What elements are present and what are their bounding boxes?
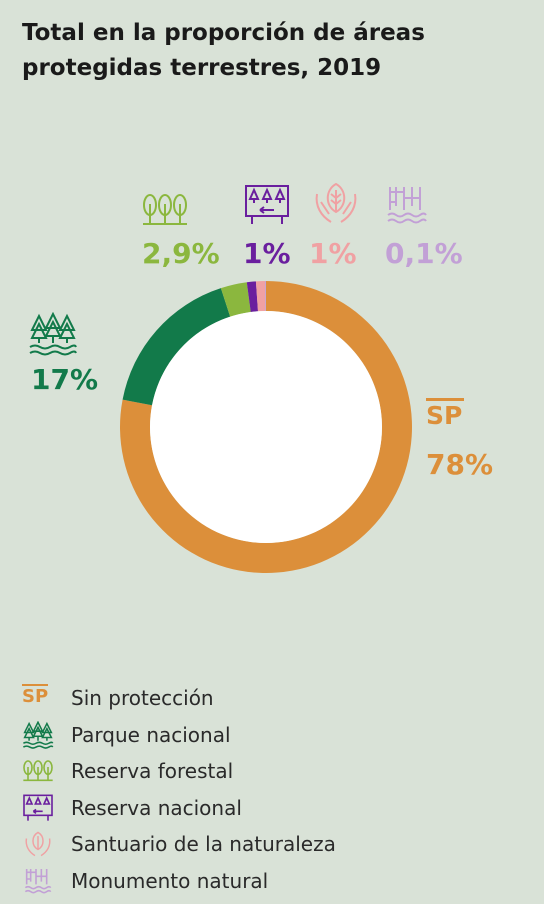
legend-sp-badge-text: SP	[22, 686, 49, 707]
round-trees-icon	[23, 760, 53, 782]
donut-slice-reserva-forestal	[220, 282, 251, 317]
legend-label: Monumento natural	[71, 868, 269, 893]
legend-label: Parque nacional	[71, 722, 231, 747]
donut-slice-reserva-nacional	[246, 281, 258, 313]
round-trees-icon	[143, 194, 187, 225]
donut-slice-monumento-natural	[265, 281, 266, 312]
reserve-sign-icon	[245, 185, 289, 224]
legend-label: Reserva nacional	[71, 795, 242, 820]
title-line-1: Total en la proporción de áreas	[22, 20, 425, 46]
value-label-reserva-nacional: 1%	[243, 237, 291, 270]
donut-hole	[150, 311, 382, 543]
legend-label: Reserva forestal	[71, 759, 234, 783]
value-label-parque-nacional: 17%	[31, 363, 99, 396]
donut-slices	[119, 281, 412, 573]
donut-slice-parque-nacional	[122, 288, 231, 406]
hands-leaf-icon	[315, 182, 357, 223]
value-label-santuario: 1%	[309, 237, 357, 270]
pine-forest-icon	[22, 720, 54, 749]
pine-forest-icon	[29, 312, 77, 356]
legend-label: Santuario de la naturaleza	[71, 832, 336, 856]
sp-badge-icon: SP	[22, 684, 54, 712]
donut-slice-santuario-de-la-naturaleza	[255, 281, 266, 312]
legend-label: Sin protección	[71, 686, 214, 710]
chart-title: Total en la proporción de áreas protegid…	[22, 16, 522, 86]
donut-chart	[119, 281, 412, 573]
hands-leaf-icon	[25, 831, 51, 857]
value-label-sin-proteccion: 78%	[426, 448, 494, 481]
waterfall-icon	[387, 187, 427, 224]
waterfall-icon	[24, 868, 52, 893]
title-line-2: protegidas terrestres, 2019	[22, 55, 382, 81]
sp-badge-icon: SP	[426, 398, 466, 434]
value-label-reserva-forestal: 2,9%	[142, 237, 220, 270]
sp-badge-text: SP	[426, 401, 463, 430]
reserve-sign-icon	[23, 794, 53, 821]
value-label-monumento: 0,1%	[385, 237, 463, 270]
